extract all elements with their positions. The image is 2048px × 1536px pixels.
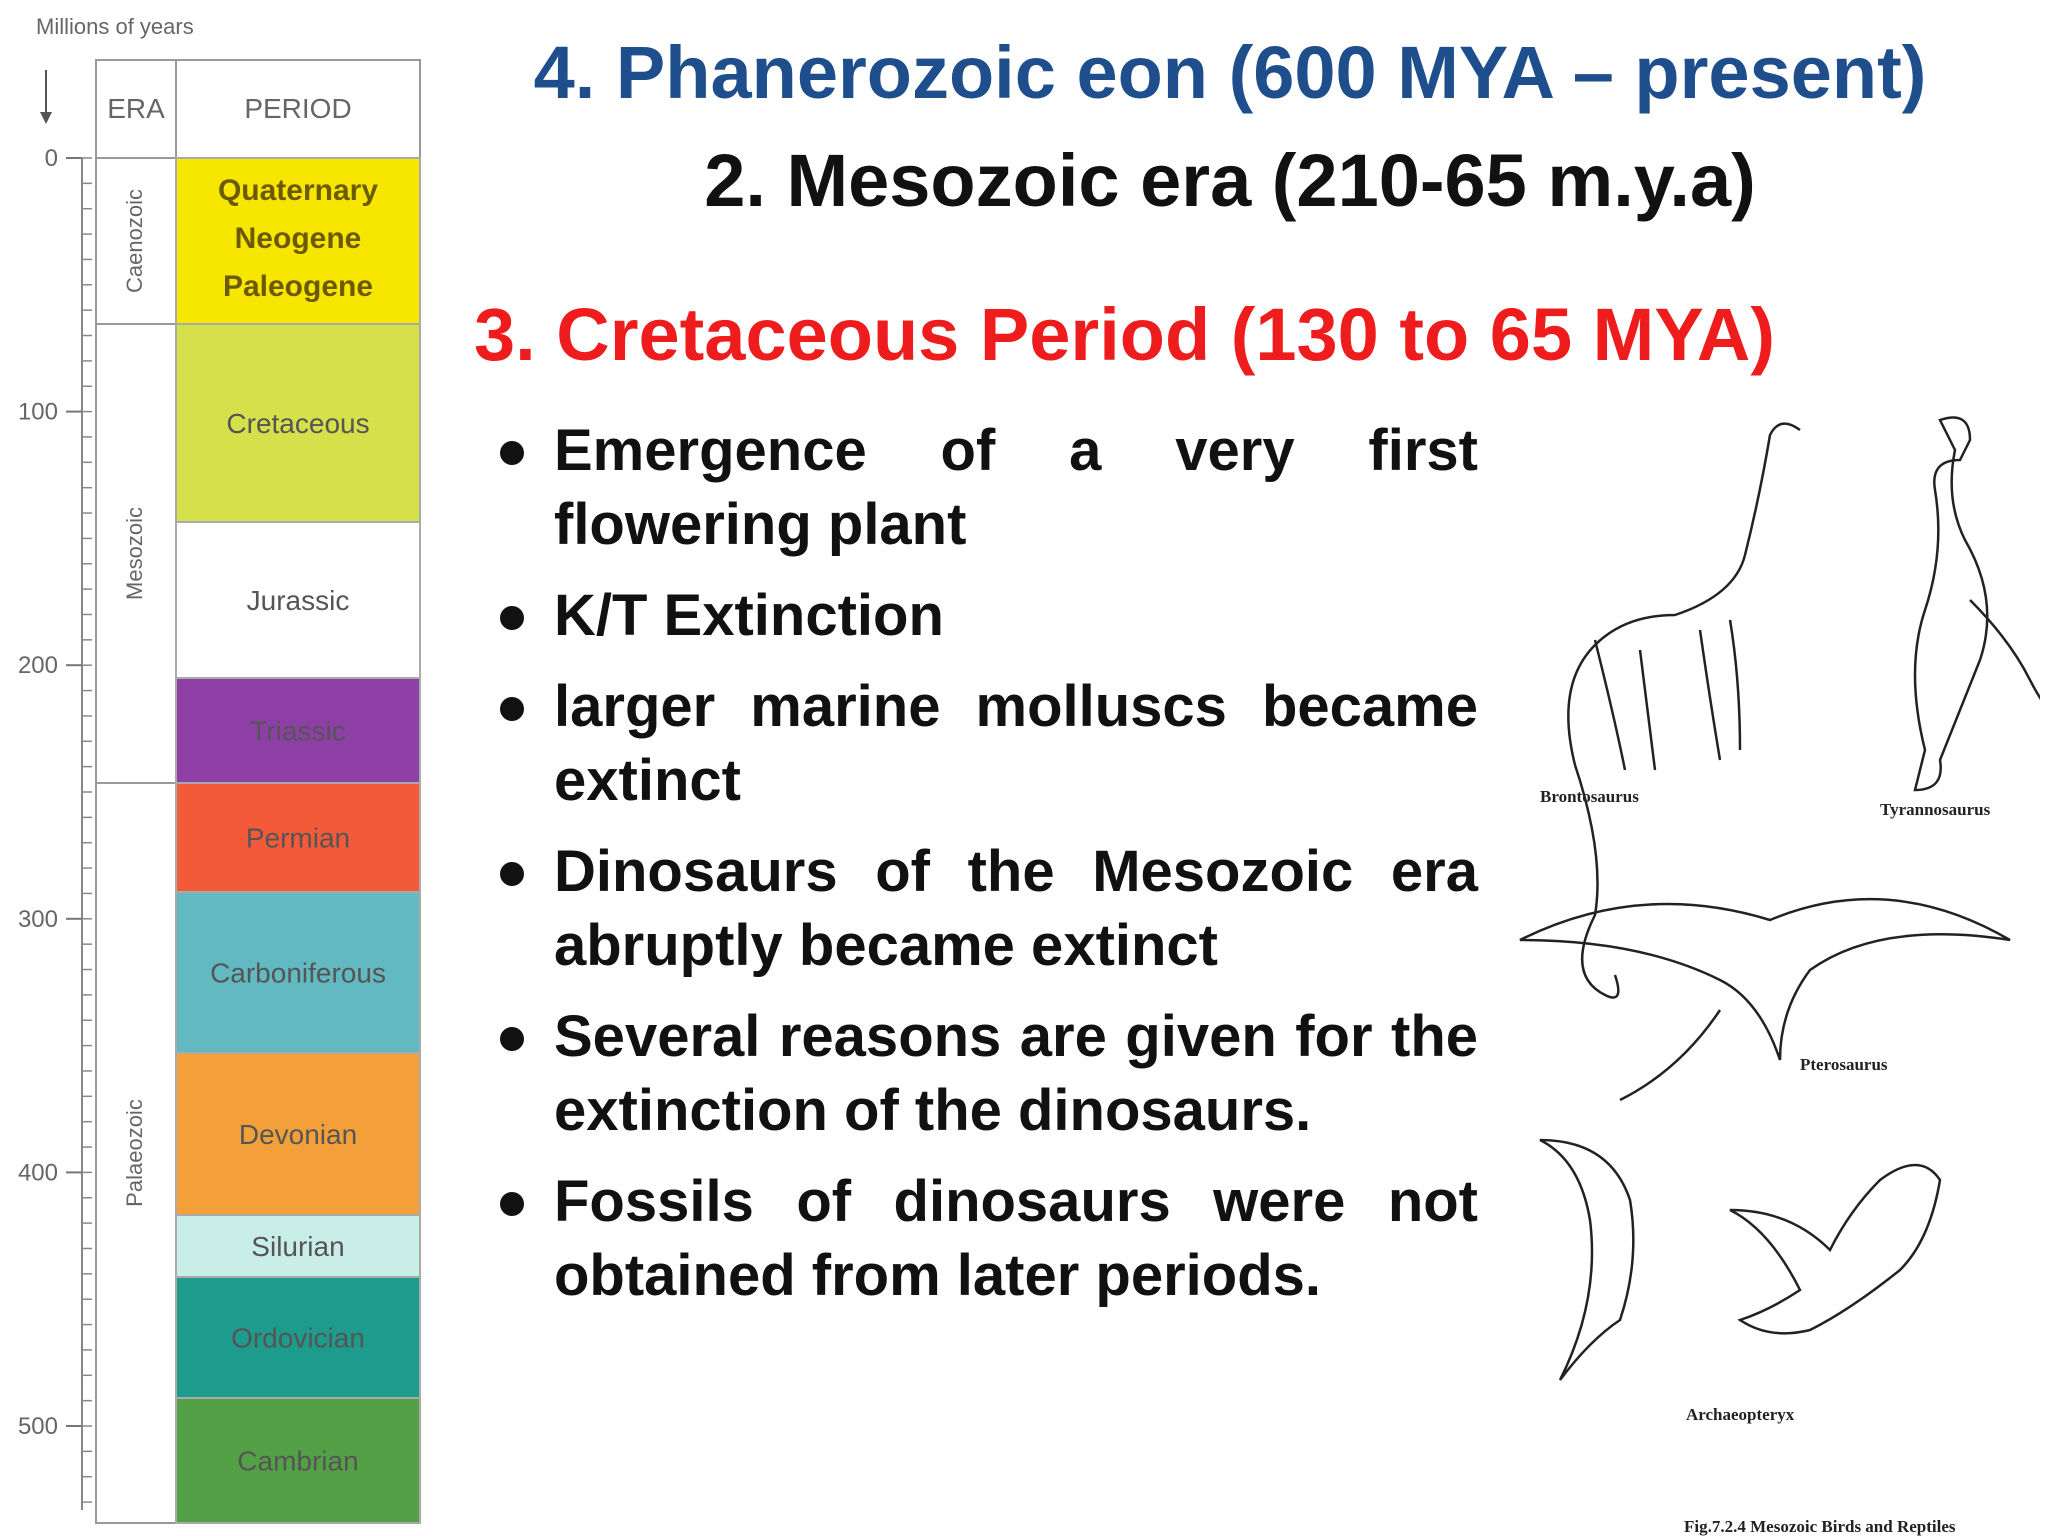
tick-label: 300	[18, 906, 58, 933]
header-era: ERA	[107, 93, 165, 124]
tick-label: 200	[18, 652, 58, 679]
era-label: Caenozoic	[122, 189, 147, 293]
tick-label: 500	[18, 1413, 58, 1440]
arrow-head	[40, 112, 52, 124]
figure-label: Pterosaurus	[1800, 1055, 1888, 1074]
tick-label: 100	[18, 399, 58, 426]
bullet: Emergence of a very first flowering plan…	[490, 414, 1478, 562]
period-label: Silurian	[251, 1231, 344, 1262]
bullet: Fossils of dinosaurs were not obtained f…	[490, 1165, 1478, 1313]
slide-subtitle: 2. Mesozoic era (210-65 m.y.a)	[704, 139, 1756, 222]
slide-title: 4. Phanerozoic eon (600 MYA – present)	[533, 31, 1927, 114]
period-label: Cretaceous	[226, 408, 369, 439]
period-box	[175, 891, 421, 1054]
era-box	[95, 782, 177, 1524]
period-label: Permian	[246, 823, 350, 854]
period-box	[175, 677, 421, 784]
period-label: Carboniferous	[210, 958, 386, 989]
period-label: Ordovician	[231, 1323, 365, 1354]
period-box	[175, 323, 421, 523]
bullet-list: Emergence of a very first flowering plan…	[490, 414, 1478, 1330]
bullet: K/T Extinction	[490, 579, 1478, 653]
header-box	[95, 59, 421, 159]
era-box	[95, 157, 177, 325]
header-period: PERIOD	[244, 93, 351, 124]
sketches	[1519, 416, 2040, 1381]
period-label: Triassic	[250, 716, 345, 747]
period-label: Paleogene	[223, 270, 373, 303]
period-box	[175, 157, 421, 325]
period-label: Quaternary	[218, 174, 378, 207]
period-label: Devonian	[239, 1119, 357, 1150]
period-box	[175, 521, 421, 679]
bullet: Several reasons are given for the extinc…	[490, 1000, 1478, 1148]
figure-label: Brontosaurus	[1540, 787, 1639, 806]
period-label: Jurassic	[247, 585, 350, 616]
period-label: Neogene	[235, 222, 362, 255]
slide-heading: 3. Cretaceous Period (130 to 65 MYA)	[474, 293, 1775, 376]
axis-label: Millions of years	[36, 14, 194, 39]
era-box	[95, 323, 177, 784]
period-box	[175, 1052, 421, 1216]
period-label: Cambrian	[237, 1446, 358, 1477]
bullet: larger marine molluscs became extinct	[490, 670, 1478, 818]
period-box	[175, 1397, 421, 1524]
era-label: Palaeozoic	[122, 1099, 147, 1207]
period-box	[175, 1214, 421, 1278]
era-label: Mesozoic	[122, 507, 147, 600]
figure-label: Tyrannosaurus	[1880, 800, 1991, 819]
figure-caption: Fig.7.2.4 Mesozoic Birds and Reptiles	[1684, 1517, 1956, 1536]
tick-label: 0	[45, 145, 58, 172]
bullet: Dinosaurs of the Mesozoic era abruptly b…	[490, 835, 1478, 983]
geologic-time-scale: Millions of years 0 100 200 300 400 500 ERA PERI…	[18, 14, 421, 1524]
period-box	[175, 782, 421, 893]
dinosaur-figure: Brontosaurus Tyrannosaurus Pterosaurus A…	[1519, 416, 2040, 1536]
tick-label: 400	[18, 1159, 58, 1186]
figure-label: Archaeopteryx	[1686, 1405, 1795, 1424]
